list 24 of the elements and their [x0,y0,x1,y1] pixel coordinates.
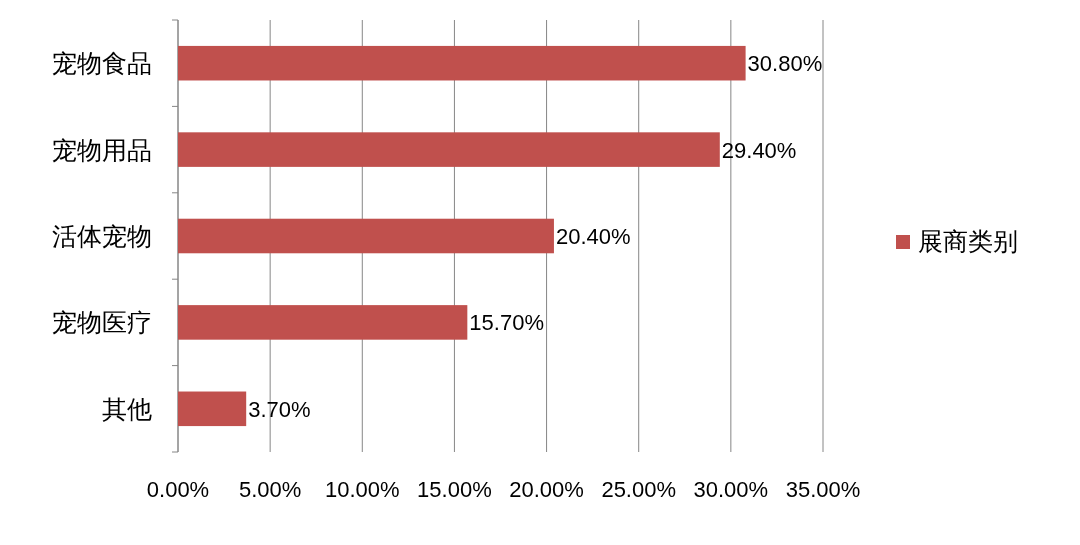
x-tick-label: 5.00% [238,477,302,502]
x-tick-label: 35.00% [785,477,861,502]
x-tick-label: 0.00% [146,477,210,502]
bar [178,45,746,81]
data-label: 15.70% [469,310,544,336]
legend-label: 展商类别 [918,227,1018,255]
x-tick-label: 30.00% [693,477,769,502]
x-tick-label: 15.00% [417,477,492,502]
y-tick-label: 宠物食品 [52,49,152,78]
x-tick-label: 10.00% [324,477,400,502]
bar [178,218,554,254]
data-label: 20.40% [555,224,631,249]
data-label: 29.40% [721,137,797,163]
data-label: 3.70% [248,396,311,422]
y-tick-label: 宠物医疗 [52,308,152,337]
data-label: 30.80% [747,51,823,77]
bar [178,305,468,340]
y-tick-label: 其他 [102,394,152,423]
y-tick-label: 活体宠物 [52,222,152,250]
bar [178,132,720,167]
y-tick-label: 宠物用品 [52,135,152,164]
x-tick-label: 20.00% [509,477,584,502]
bar [178,391,247,427]
x-tick-label: 25.00% [601,477,677,502]
